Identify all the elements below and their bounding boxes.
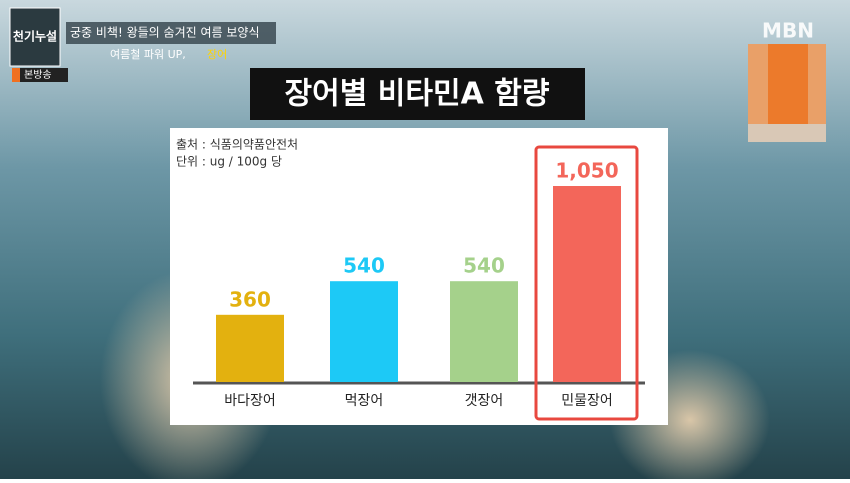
value-label: 1,050 xyxy=(555,159,618,183)
subtitle: 여름철 파워 UP, xyxy=(110,48,186,61)
banner-box xyxy=(66,22,276,44)
banner: 궁중 비책! 왕들의 숨겨진 여름 보양식 xyxy=(70,25,259,40)
title-box xyxy=(250,68,585,120)
badge: 본방송 xyxy=(24,69,52,81)
unit: 단위 : ug / 100g 당 xyxy=(176,155,282,169)
badge-box xyxy=(12,68,68,82)
value-label: 540 xyxy=(463,254,505,278)
badge-flag xyxy=(12,68,20,82)
x-tick-label: 민물장어 xyxy=(561,393,613,409)
source: 출처 : 식품의약품안전처 xyxy=(176,137,298,152)
chart-title: 장어별 비타민A 함량 xyxy=(285,77,550,112)
blur-block xyxy=(768,44,808,124)
value-label: 540 xyxy=(343,254,385,278)
logo: 천기누설 xyxy=(13,29,57,44)
bar xyxy=(553,186,621,382)
bar xyxy=(216,314,284,382)
logo-box xyxy=(9,7,61,67)
bar xyxy=(330,281,398,382)
channel-logo: MBN xyxy=(762,19,814,43)
subtitle-highlight: 장어 xyxy=(207,48,227,61)
blur-block xyxy=(748,124,826,142)
value-label: 360 xyxy=(229,287,271,311)
x-tick-label: 바다장어 xyxy=(224,393,276,409)
x-tick-label: 먹장어 xyxy=(345,393,384,409)
x-tick-label: 갯장어 xyxy=(465,393,504,409)
pixelated-blur xyxy=(748,44,826,142)
bar xyxy=(450,281,518,382)
highlight-box xyxy=(534,145,639,421)
